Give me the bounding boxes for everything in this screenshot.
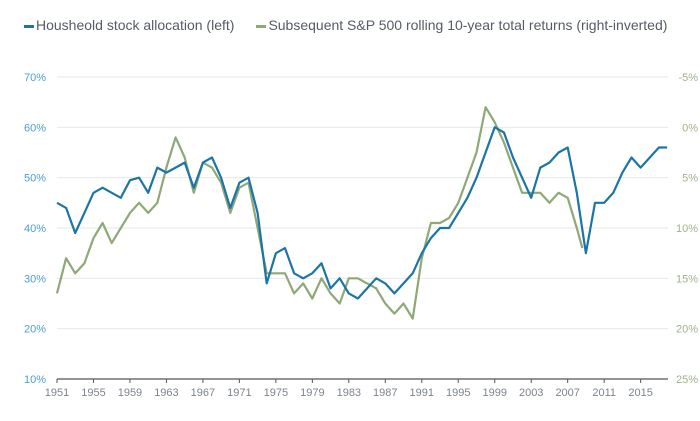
left-tick-label: 40% (24, 223, 46, 235)
left-tick-label: 30% (24, 273, 46, 285)
x-tick-label: 2015 (628, 387, 652, 399)
x-tick-label: 2003 (519, 387, 543, 399)
legend-swatch (256, 24, 267, 28)
legend-item-household: Housheold stock allocation (left) (24, 17, 234, 33)
x-tick-label: 2007 (555, 387, 579, 399)
right-tick-label: 0% (682, 122, 698, 134)
left-tick-label: 10% (24, 374, 46, 386)
x-tick-label: 1999 (482, 387, 506, 399)
x-tick-label: 1983 (337, 387, 361, 399)
legend-item-sp500: Subsequent S&P 500 rolling 10-year total… (256, 17, 667, 33)
legend: Housheold stock allocation (left) Subseq… (24, 17, 667, 33)
left-tick-label: 60% (24, 122, 46, 134)
x-tick-label: 1987 (373, 387, 397, 399)
x-tick-label: 1959 (118, 387, 142, 399)
legend-swatch (24, 24, 34, 28)
right-tick-label: 15% (676, 273, 698, 285)
x-tick-label: 1975 (264, 387, 288, 399)
x-tick-label: 1967 (191, 387, 215, 399)
legend-label: Subsequent S&P 500 rolling 10-year total… (268, 17, 668, 33)
right-tick-label: 20% (676, 324, 698, 336)
x-tick-label: 1995 (446, 387, 470, 399)
left-tick-label: 20% (24, 324, 46, 336)
x-tick-label: 1963 (154, 387, 178, 399)
legend-label: Housheold stock allocation (left) (36, 17, 235, 33)
right-tick-label: 5% (682, 173, 698, 185)
left-tick-label: 70% (24, 72, 46, 84)
x-tick-label: 1979 (300, 387, 324, 399)
x-tick-label: 1955 (81, 387, 105, 399)
x-tick-label: 1991 (410, 387, 434, 399)
left-tick-label: 50% (24, 173, 46, 185)
right-tick-label: 25% (676, 374, 698, 386)
right-tick-label: -5% (678, 72, 698, 84)
series-line-sp500-returns (55, 106, 584, 320)
x-tick-label: 1971 (227, 387, 251, 399)
x-tick-label: 2011 (592, 387, 616, 399)
right-tick-label: 10% (676, 223, 698, 235)
x-tick-label: 1951 (45, 387, 69, 399)
series-line-household-allocation (56, 126, 668, 300)
